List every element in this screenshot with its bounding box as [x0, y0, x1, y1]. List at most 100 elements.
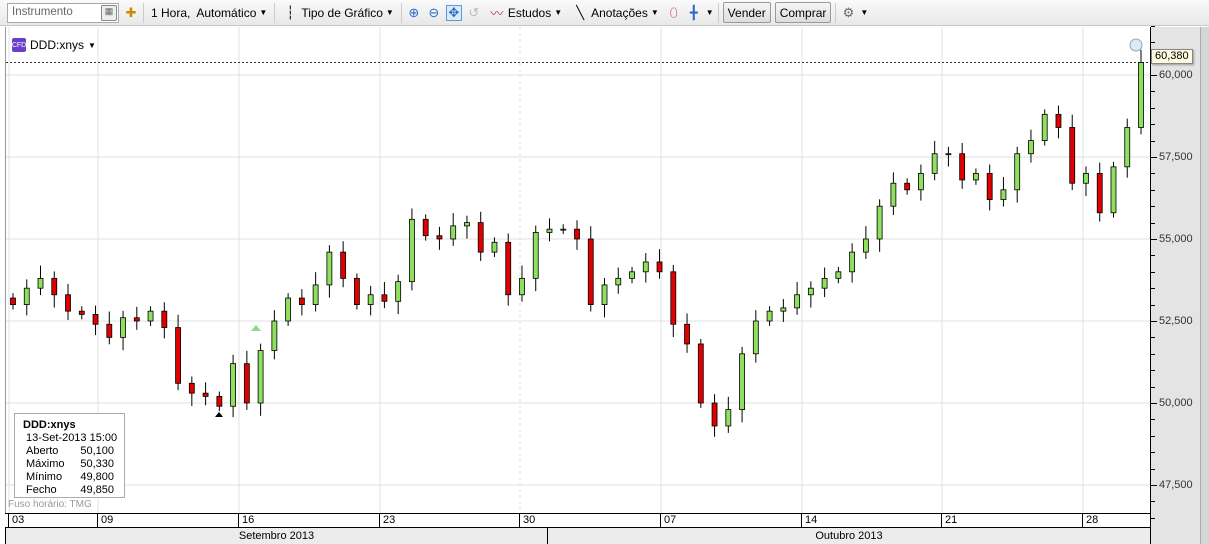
- date-label: 16: [238, 514, 254, 528]
- candle-body: [794, 294, 800, 309]
- price-axis[interactable]: 60,000 57,500 55,000 52,500 50,000 47,500: [1150, 25, 1200, 544]
- y-tick: [1151, 222, 1155, 224]
- chart-type-dropdown[interactable]: ┆ Tipo de Gráfico ▼: [279, 2, 397, 24]
- y-tick: [1151, 140, 1155, 142]
- candle-body: [931, 153, 938, 174]
- candle-body: [959, 153, 966, 181]
- month-axis: Setembro 2013 Outubro 2013: [5, 528, 1150, 544]
- candle-body: [51, 277, 58, 296]
- candle-body: [574, 228, 580, 240]
- candle-body: [519, 277, 525, 296]
- candle-body: [670, 271, 677, 325]
- candlestick-icon: ┆: [286, 4, 295, 20]
- candle-body: [752, 320, 759, 355]
- date-label: 30: [519, 514, 535, 528]
- y-tick: [1151, 353, 1155, 355]
- candle-body: [821, 277, 828, 289]
- divider: [717, 2, 719, 23]
- candle-body: [1000, 189, 1007, 201]
- y-tick: [1151, 370, 1155, 372]
- y-tick: [1151, 288, 1155, 290]
- info-value: 49,800: [80, 471, 114, 483]
- candle-body: [450, 225, 457, 240]
- date-label: 09: [97, 514, 113, 528]
- y-tick: [1151, 206, 1155, 208]
- candle-body: [257, 350, 264, 404]
- candle-body: [1096, 172, 1103, 214]
- interval-dropdown[interactable]: 1 Hora, Automático ▼: [151, 5, 268, 20]
- candle-body: [409, 218, 415, 283]
- chevron-down-icon[interactable]: ▼: [860, 8, 869, 17]
- date-label: 28: [1082, 514, 1098, 528]
- current-price-label: 60,380: [1151, 49, 1193, 64]
- candle-body: [271, 320, 278, 351]
- instrument-list-icon[interactable]: ▦: [101, 4, 117, 21]
- date-label: 21: [941, 514, 957, 528]
- pan-icon[interactable]: ✥: [445, 4, 462, 21]
- y-tick-label: 57,500: [1159, 151, 1193, 163]
- y-tick: [1151, 321, 1157, 322]
- candle-body: [546, 228, 553, 233]
- y-tick: [1151, 189, 1155, 191]
- info-label: Aberto: [26, 445, 59, 457]
- y-tick: [1151, 25, 1155, 27]
- buy-button[interactable]: Comprar: [774, 2, 832, 23]
- candle-body: [147, 310, 154, 322]
- candle-body: [766, 310, 773, 322]
- info-label: Mínimo: [26, 471, 63, 483]
- crosshair-icon[interactable]: ╋: [689, 4, 698, 20]
- annotations-dropdown[interactable]: ╲ Anotações ▼: [569, 2, 662, 24]
- vertical-scrollbar[interactable]: [1200, 27, 1209, 544]
- candle-body: [477, 222, 484, 253]
- studies-dropdown[interactable]: 〰 Estudos ▼: [490, 5, 563, 22]
- eraser-icon[interactable]: ⬯: [669, 4, 678, 20]
- date-label: 03: [8, 514, 24, 528]
- zoom-out-icon[interactable]: ⊖: [428, 4, 440, 20]
- candle-body: [1110, 166, 1117, 214]
- y-tick: [1151, 255, 1155, 257]
- candle-body: [216, 396, 223, 407]
- info-row: Aberto 50,100: [23, 445, 124, 458]
- zoom-in-icon[interactable]: ⊕: [408, 4, 420, 20]
- candle-body: [381, 294, 388, 302]
- candle-body: [697, 343, 704, 404]
- undo-icon[interactable]: ↺: [468, 4, 480, 20]
- instrument-input[interactable]: Instrumento ▦: [7, 2, 119, 23]
- date-axis[interactable]: 03 09 16 23 30 07 14 21 28: [5, 513, 1150, 528]
- candle-body: [890, 182, 897, 207]
- candle-body: [354, 277, 360, 306]
- y-tick: [1151, 435, 1155, 437]
- candle-body: [298, 297, 305, 306]
- y-tick: [1151, 386, 1155, 388]
- candle-body: [642, 261, 649, 273]
- candle-body: [807, 287, 814, 296]
- symbol-selector[interactable]: CFD DDD:xnys ▼: [11, 38, 96, 52]
- candle-body: [1028, 140, 1034, 155]
- candle-body: [973, 172, 979, 181]
- candle-body: [37, 277, 44, 289]
- y-tick: [1151, 124, 1155, 126]
- sell-button[interactable]: Vender: [722, 2, 771, 23]
- settings-gear-icon[interactable]: ⚙: [842, 4, 855, 20]
- candle-body: [464, 222, 470, 227]
- toolbar: Instrumento ▦ ✚ 1 Hora, Automático ▼ ┆ Tipo…: [0, 0, 1209, 26]
- ohlc-info-box: DDD:xnys 13-Set-2013 15:00 Aberto 50,100 M…: [14, 413, 125, 498]
- y-tick: [1151, 403, 1157, 404]
- add-indicator-icon[interactable]: ✚: [125, 4, 137, 20]
- y-tick: [1151, 419, 1155, 421]
- y-tick: [1151, 271, 1155, 273]
- y-tick-label: 52,500: [1159, 315, 1193, 327]
- y-tick-label: 55,000: [1159, 233, 1193, 245]
- candle-body: [340, 251, 347, 279]
- candle-body: [10, 297, 16, 306]
- price-chart[interactable]: [5, 27, 1151, 513]
- cfd-icon: CFD: [12, 38, 26, 52]
- chevron-down-icon: ▼: [88, 40, 96, 50]
- info-datetime: 13-Set-2013 15:00: [26, 432, 118, 444]
- y-tick-label: 50,000: [1159, 397, 1193, 409]
- chevron-down-icon: ▼: [650, 8, 659, 17]
- date-label: 07: [660, 514, 676, 528]
- y-tick: [1151, 157, 1157, 158]
- candle-body: [23, 287, 30, 306]
- chevron-down-icon[interactable]: ▼: [705, 8, 714, 17]
